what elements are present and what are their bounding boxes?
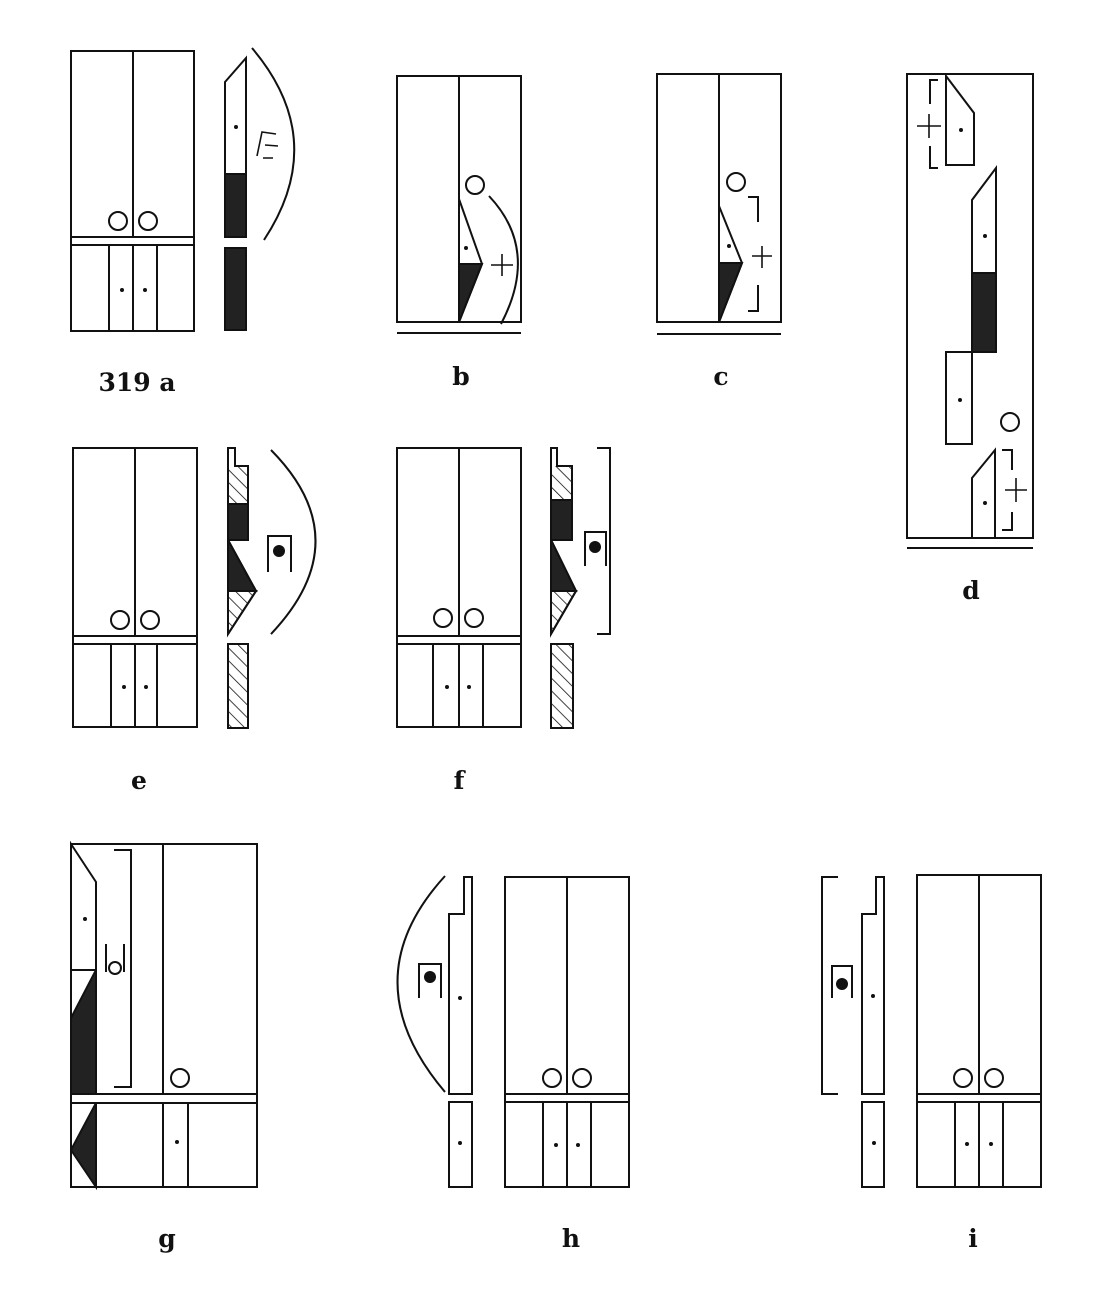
shoulder-sign-a [256, 131, 279, 159]
hand-circle-b [465, 175, 485, 195]
right-hand-circle-i [984, 1068, 1004, 1088]
label-b: b [452, 362, 470, 391]
diagram-a [70, 47, 296, 332]
plus-sign-d2 [1005, 478, 1027, 502]
label-i: i [968, 1224, 978, 1253]
bracket-d1 [929, 79, 938, 169]
right-hand-circle [138, 211, 158, 231]
diagram-b [396, 75, 522, 334]
label-h: h [561, 1224, 581, 1253]
direction-symbol-i [861, 876, 885, 1188]
hold-sign-i [831, 965, 853, 998]
direction-symbol-h [448, 876, 473, 1188]
right-hand-circle-h [572, 1068, 592, 1088]
bracket-d2 [1002, 449, 1013, 531]
label-a: 319 a [98, 368, 176, 397]
direction-symbol-f [550, 447, 578, 729]
diagram-i [821, 874, 1042, 1188]
plus-sign-c [752, 246, 772, 268]
staff-h [504, 876, 630, 1188]
direction-symbol-e [227, 447, 258, 729]
left-hand-circle-h [542, 1068, 562, 1088]
right-hand-circle-f [464, 608, 484, 628]
bracket-g [114, 849, 132, 1088]
hand-circle-d [1000, 412, 1020, 432]
staff-g [70, 843, 258, 1188]
hold-sign-g [105, 944, 125, 975]
staff-f [396, 447, 522, 728]
phrasing-bow-b [488, 195, 519, 325]
direction-symbol-d2 [971, 165, 997, 353]
diagram-f [396, 447, 611, 729]
direction-symbol-d4 [971, 447, 996, 539]
plus-sign-b [491, 254, 513, 276]
staff-e [72, 447, 198, 728]
hold-sign-h [418, 963, 442, 998]
right-hand-circle-e [140, 610, 160, 630]
hand-circle-c [726, 172, 746, 192]
diagram-e [72, 447, 317, 729]
left-hand-circle-f [433, 608, 453, 628]
left-hand-circle [108, 211, 128, 231]
bracket-f [597, 447, 611, 635]
phrasing-bow-e [270, 449, 317, 635]
label-g: g [158, 1224, 176, 1253]
bracket-c [748, 196, 759, 312]
diagram-c [656, 73, 782, 335]
diagram-g [69, 840, 258, 1191]
left-hand-circle-i [953, 1068, 973, 1088]
staff-i [916, 874, 1042, 1188]
plus-sign-d1 [917, 114, 941, 138]
direction-symbol-b [458, 198, 484, 323]
hand-circle-g [170, 1068, 190, 1088]
diagram-d [906, 73, 1034, 549]
label-c: c [713, 362, 729, 391]
bracket-i [821, 876, 838, 1095]
label-e: e [131, 766, 147, 795]
phrasing-bow-h [396, 875, 446, 1093]
staff-d [906, 73, 1034, 549]
label-d: d [962, 576, 980, 605]
staff-a [70, 50, 195, 332]
direction-symbol-d3 [945, 351, 996, 445]
direction-symbol-g [69, 840, 97, 1191]
label-f: f [453, 766, 465, 795]
hold-sign-e [267, 535, 292, 572]
direction-symbol-a [224, 55, 247, 331]
phrasing-bow-a [251, 47, 296, 241]
direction-symbol-d1 [945, 73, 975, 166]
left-hand-circle-e [110, 610, 130, 630]
diagram-h [396, 875, 630, 1188]
direction-symbol-c [718, 205, 744, 323]
hold-sign-f [584, 531, 607, 566]
